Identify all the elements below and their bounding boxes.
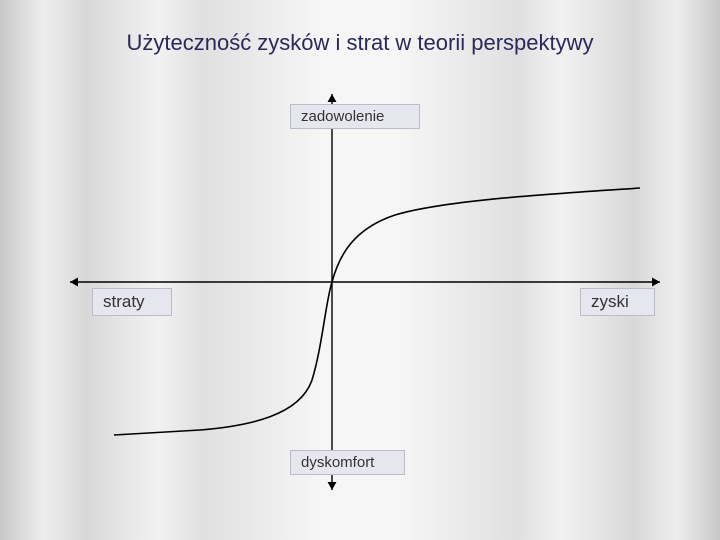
value-function-curve bbox=[114, 188, 640, 435]
arrow-up bbox=[328, 94, 337, 102]
arrow-right bbox=[652, 278, 660, 287]
label-bottom: dyskomfort bbox=[290, 450, 405, 475]
label-top: zadowolenie bbox=[290, 104, 420, 129]
arrow-left bbox=[70, 278, 78, 287]
arrow-down bbox=[328, 482, 337, 490]
label-right: zyski bbox=[580, 288, 655, 316]
label-left: straty bbox=[92, 288, 172, 316]
